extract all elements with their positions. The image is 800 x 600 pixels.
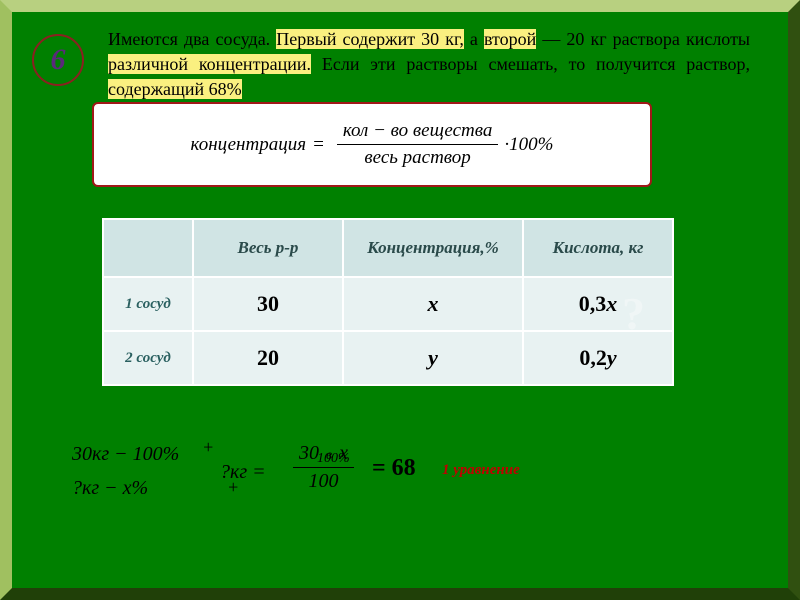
question-mark-icon: ?: [622, 287, 645, 340]
eq-fraction: 30 в x 100: [287, 442, 360, 493]
formula-denominator: весь раствор: [358, 145, 476, 169]
table-header-row: Весь р-р Концентрация,% Кислота, кг: [103, 219, 673, 277]
row2-acid: 0,2y: [523, 331, 673, 385]
highlight-2: второй: [484, 29, 536, 49]
eq-prop-line2: ?кг − x%: [72, 477, 148, 500]
row1-whole: 30: [193, 277, 343, 331]
col-conc: Концентрация,%: [343, 219, 523, 277]
highlight-3: различной концентрации.: [108, 54, 311, 74]
row1-acid-var: x: [606, 291, 617, 316]
row2-acid-var: y: [607, 345, 617, 370]
slide: 6 Имеются два сосуда. Первый содержит 30…: [0, 0, 800, 600]
row1-label: 1 сосуд: [103, 277, 193, 331]
row1-conc: x: [428, 291, 439, 316]
eq-plus-top: +: [202, 437, 214, 458]
problem-number-circle: 6: [32, 34, 84, 86]
formula-box: концентрация = кол − во вещества весь ра…: [92, 102, 652, 187]
equation-area: 30кг − 100% ?кг − x% + + ?кг = 30 в x 10…: [72, 437, 592, 527]
row1-acid-coef: 0,3: [579, 291, 607, 316]
highlight-4: содержащий 68%: [108, 79, 242, 99]
table-row: 2 сосуд 20 y 0,2y: [103, 331, 673, 385]
eq-result: = 68: [372, 455, 416, 482]
row2-acid-coef: 0,2: [579, 345, 607, 370]
col-whole: Весь р-р: [193, 219, 343, 277]
formula-fraction: кол − во вещества весь раствор: [337, 120, 499, 169]
formula-equals: =: [312, 134, 325, 156]
col-acid: Кислота, кг: [523, 219, 673, 277]
formula-lhs: концентрация: [191, 134, 306, 156]
eq-prop-line1: 30кг − 100%: [72, 443, 179, 466]
row2-label: 2 сосуд: [103, 331, 193, 385]
formula-numerator: кол − во вещества: [337, 120, 499, 145]
equation-label: 1 уравнение: [442, 462, 520, 479]
eq-frac-den: 100: [302, 468, 344, 493]
row1-acid: 0,3x: [523, 277, 673, 331]
table-row: 1 сосуд 30 x 0,3x: [103, 277, 673, 331]
row2-conc: y: [428, 345, 438, 370]
eq-qkg: ?кг =: [220, 461, 266, 484]
text-part4: Если эти растворы смешать, то получится …: [322, 54, 750, 74]
problem-text: Имеются два сосуда. Первый содержит 30 к…: [108, 27, 750, 103]
text-part3: — 20 кг раствора кислоты: [542, 29, 750, 49]
row2-whole: 20: [193, 331, 343, 385]
col-empty: [103, 219, 193, 277]
text-part1: Имеются два сосуда.: [108, 29, 270, 49]
eq-frac-num-l: 30: [299, 442, 319, 464]
problem-number: 6: [51, 43, 66, 77]
formula-suffix: ·100%: [504, 134, 553, 156]
data-table-wrap: Весь р-р Концентрация,% Кислота, кг 1 со…: [102, 218, 674, 386]
highlight-1: Первый содержит 30 кг,: [276, 29, 464, 49]
text-part2: а: [470, 29, 484, 49]
eq-dot: 100%: [317, 451, 350, 467]
data-table: Весь р-р Концентрация,% Кислота, кг 1 со…: [102, 218, 674, 386]
